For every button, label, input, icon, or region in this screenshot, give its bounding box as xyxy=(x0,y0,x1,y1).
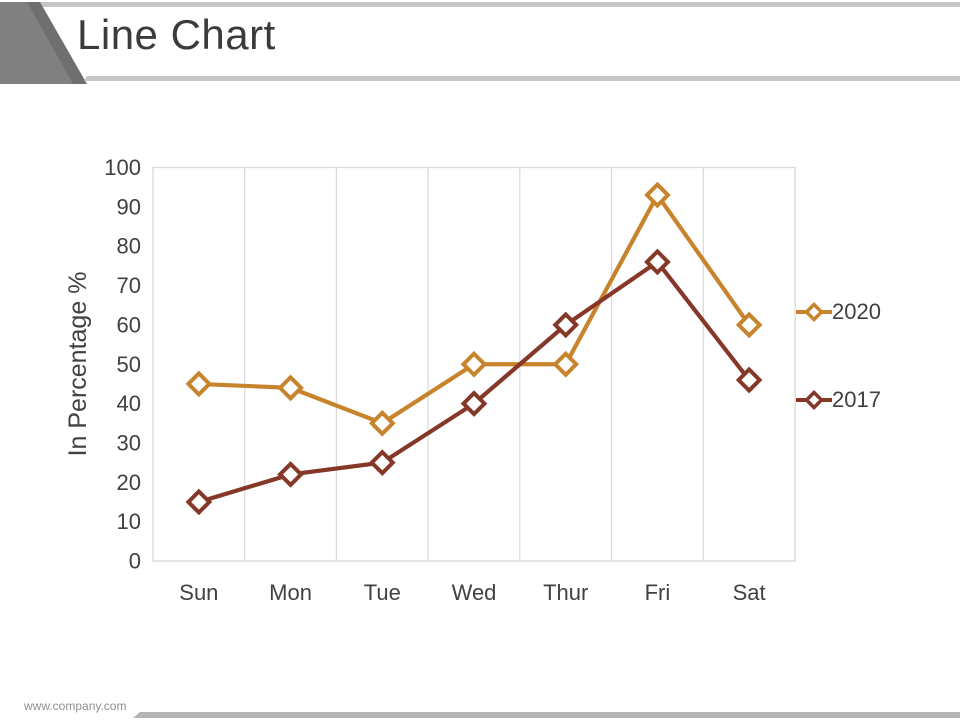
x-axis-label: Thur xyxy=(543,580,588,605)
legend-item-2020: 2020 xyxy=(796,295,881,329)
data-point-2020-mon xyxy=(277,374,304,402)
data-point-2020-sun xyxy=(185,370,213,398)
legend-item-2017: 2017 xyxy=(796,383,881,417)
y-tick-label: 10 xyxy=(117,509,141,534)
data-point-2017-tue xyxy=(368,449,396,476)
footer-bar xyxy=(133,712,960,718)
y-tick-label: 30 xyxy=(117,430,141,455)
y-tick-label: 40 xyxy=(117,391,141,416)
x-axis-label: Wed xyxy=(452,580,497,605)
x-axis-label: Tue xyxy=(364,580,401,605)
data-point-2017-mon xyxy=(277,461,304,488)
x-axis-label: Sat xyxy=(733,580,766,605)
data-point-2017-sun xyxy=(185,488,213,516)
data-point-2020-fri xyxy=(644,181,671,209)
x-axis-label: Fri xyxy=(645,580,671,605)
y-tick-label: 20 xyxy=(117,470,141,495)
header-top-bar xyxy=(30,2,960,7)
y-tick-label: 70 xyxy=(117,273,141,298)
data-point-2020-sat xyxy=(735,311,763,339)
data-point-2017-wed xyxy=(460,390,488,417)
header-bottom-bar xyxy=(84,76,960,81)
data-point-2017-fri xyxy=(644,248,671,276)
data-point-2017-thur xyxy=(552,311,580,339)
y-tick-label: 50 xyxy=(117,352,141,377)
y-tick-label: 0 xyxy=(129,549,141,574)
data-point-2020-thur xyxy=(552,350,580,378)
slide-title: Line Chart xyxy=(77,11,276,58)
data-point-2020-tue xyxy=(368,409,396,437)
x-axis-label: Mon xyxy=(269,580,312,605)
y-tick-label: 100 xyxy=(104,155,141,180)
legend-key-icon xyxy=(796,302,832,322)
plot-border xyxy=(152,166,796,562)
legend-label: 2020 xyxy=(832,299,881,324)
legend-label: 2017 xyxy=(832,387,881,412)
y-tick-label: 60 xyxy=(117,312,141,337)
x-axis-label: Sun xyxy=(179,580,218,605)
y-tick-label: 80 xyxy=(117,234,141,259)
data-point-2017-sat xyxy=(735,366,763,394)
y-tick-label: 90 xyxy=(117,194,141,219)
legend-key-icon xyxy=(796,390,832,410)
data-point-2020-wed xyxy=(460,350,488,378)
y-axis-title: In Percentage % xyxy=(64,272,92,457)
footer-url: www.company.com xyxy=(24,699,127,713)
